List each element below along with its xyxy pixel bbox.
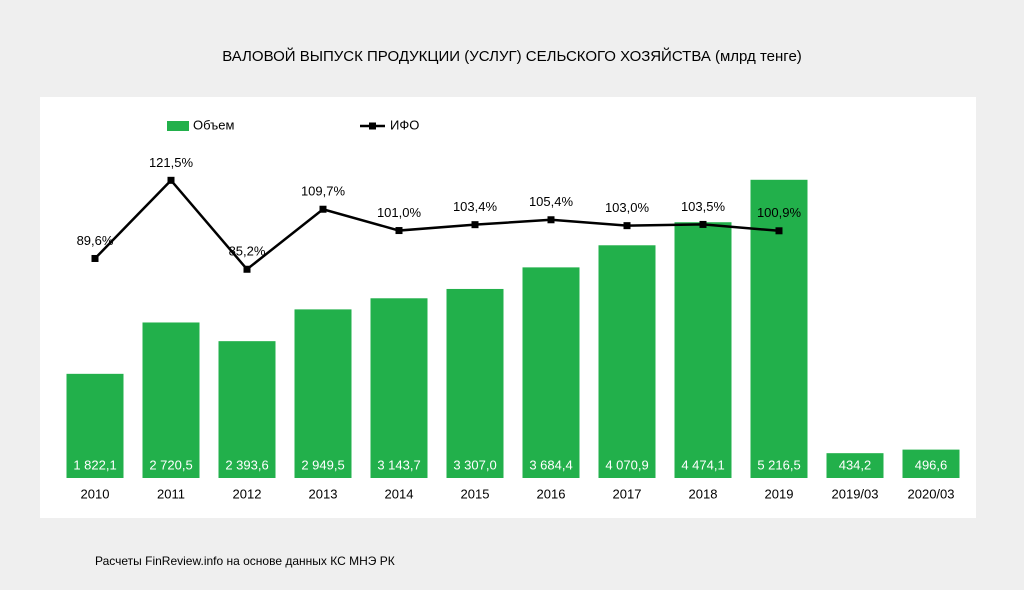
x-tick-label: 2016 bbox=[537, 486, 566, 501]
line-marker bbox=[243, 265, 251, 273]
bar-value-label: 2 949,5 bbox=[301, 457, 344, 472]
bar bbox=[750, 179, 808, 478]
line-marker bbox=[775, 227, 783, 235]
bar-value-label: 3 684,4 bbox=[529, 457, 572, 472]
bar bbox=[674, 222, 732, 478]
source-note: Расчеты FinReview.info на основе данных … bbox=[95, 554, 395, 568]
line-marker bbox=[471, 221, 479, 229]
bar bbox=[826, 453, 884, 478]
bar bbox=[598, 245, 656, 478]
legend-label: ИФО bbox=[390, 117, 419, 132]
line-value-label: 121,5% bbox=[149, 155, 194, 170]
x-tick-label: 2014 bbox=[385, 486, 414, 501]
bar bbox=[142, 322, 200, 478]
bar-value-label: 3 143,7 bbox=[377, 457, 420, 472]
line-marker bbox=[395, 227, 403, 235]
bar bbox=[522, 267, 580, 478]
bar-value-label: 3 307,0 bbox=[453, 457, 496, 472]
bar-value-label: 1 822,1 bbox=[73, 457, 116, 472]
x-tick-label: 2010 bbox=[81, 486, 110, 501]
line bbox=[94, 178, 780, 271]
x-tick-label: 2015 bbox=[461, 486, 490, 501]
chart-title: ВАЛОВОЙ ВЫПУСК ПРОДУКЦИИ (УСЛУГ) СЕЛЬСКО… bbox=[222, 47, 802, 65]
bar bbox=[66, 373, 124, 478]
bar-value-label: 2 720,5 bbox=[149, 457, 192, 472]
legend-swatch bbox=[167, 121, 189, 131]
line-value-label: 105,4% bbox=[529, 194, 574, 209]
bar-value-label: 2 393,6 bbox=[225, 457, 268, 472]
bar-value-label: 5 216,5 bbox=[757, 457, 800, 472]
line-value-label: 85,2% bbox=[229, 244, 266, 259]
line-value-label: 103,0% bbox=[605, 200, 650, 215]
bar bbox=[370, 298, 428, 478]
line-marker bbox=[623, 222, 631, 230]
line-marker bbox=[319, 205, 327, 213]
x-tick-label: 2019 bbox=[765, 486, 794, 501]
bar-value-label: 4 070,9 bbox=[605, 457, 648, 472]
x-tick-label: 2020/03 bbox=[908, 486, 955, 501]
line-value-label: 101,0% bbox=[377, 205, 422, 220]
line-value-label: 103,4% bbox=[453, 199, 498, 214]
bar-value-label: 496,6 bbox=[915, 457, 948, 472]
line-value-label: 109,7% bbox=[301, 184, 346, 199]
line-value-label: 100,9% bbox=[757, 205, 802, 220]
bar bbox=[902, 449, 960, 478]
line-marker bbox=[547, 216, 555, 224]
line-marker bbox=[699, 220, 707, 228]
x-tick-label: 2017 bbox=[613, 486, 642, 501]
bar bbox=[218, 341, 276, 478]
legend-label: Объем bbox=[193, 117, 234, 132]
bar-value-label: 434,2 bbox=[839, 457, 872, 472]
legend-marker bbox=[369, 122, 376, 130]
line-marker bbox=[167, 176, 175, 184]
x-tick-label: 2013 bbox=[309, 486, 338, 501]
x-tick-label: 2018 bbox=[689, 486, 718, 501]
x-tick-label: 2011 bbox=[157, 486, 185, 501]
bar bbox=[294, 309, 352, 478]
x-tick-label: 2012 bbox=[233, 486, 262, 501]
bar bbox=[446, 288, 504, 478]
line-value-label: 103,5% bbox=[681, 199, 726, 214]
line-value-label: 89,6% bbox=[77, 233, 114, 248]
bar-value-label: 4 474,1 bbox=[681, 457, 724, 472]
line-marker bbox=[91, 254, 99, 262]
x-tick-label: 2019/03 bbox=[832, 486, 879, 501]
